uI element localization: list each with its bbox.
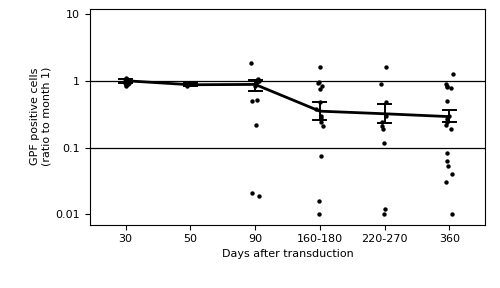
Point xyxy=(444,98,452,103)
Point xyxy=(442,82,450,87)
Point xyxy=(312,107,320,111)
Point xyxy=(315,79,323,84)
Point xyxy=(380,212,388,217)
Point xyxy=(183,82,191,87)
Point xyxy=(315,198,323,203)
Point xyxy=(382,100,390,104)
Point xyxy=(316,115,324,120)
Point xyxy=(122,79,130,83)
Point xyxy=(124,77,132,82)
Point xyxy=(254,79,262,84)
Point xyxy=(446,86,454,90)
Point xyxy=(316,100,324,104)
Point xyxy=(314,81,322,86)
Point xyxy=(382,113,390,118)
Point xyxy=(320,124,328,128)
Point xyxy=(124,82,132,86)
Point xyxy=(254,77,262,81)
Point xyxy=(254,78,262,83)
Point xyxy=(252,122,260,127)
Point xyxy=(120,81,128,86)
Point xyxy=(316,212,324,217)
Point xyxy=(443,84,451,88)
Point xyxy=(122,84,130,89)
Point xyxy=(318,84,326,89)
Point xyxy=(378,120,386,124)
Point xyxy=(122,78,130,83)
Point xyxy=(190,82,198,86)
Point xyxy=(442,120,450,124)
Point xyxy=(378,124,386,128)
Point xyxy=(379,127,387,131)
Point xyxy=(122,76,130,81)
Point xyxy=(316,65,324,69)
Point xyxy=(442,122,450,127)
X-axis label: Days after transduction: Days after transduction xyxy=(222,249,354,259)
Point xyxy=(254,97,262,102)
Point xyxy=(317,120,325,124)
Point xyxy=(183,84,191,88)
Point xyxy=(448,212,456,217)
Point xyxy=(442,151,450,156)
Point xyxy=(248,190,256,195)
Point xyxy=(446,127,454,131)
Point xyxy=(122,77,130,82)
Point xyxy=(317,113,325,118)
Point xyxy=(124,80,132,84)
Point xyxy=(316,87,324,91)
Point xyxy=(443,85,451,90)
Point xyxy=(248,60,256,65)
Point xyxy=(382,65,390,69)
Point xyxy=(443,159,451,164)
Point xyxy=(254,77,262,82)
Y-axis label: GPF positive cells
(ratio to month 1): GPF positive cells (ratio to month 1) xyxy=(30,67,52,166)
Point xyxy=(121,79,129,84)
Point xyxy=(444,164,452,169)
Point xyxy=(122,83,130,87)
Point xyxy=(448,172,456,176)
Point xyxy=(381,207,389,211)
Point xyxy=(445,113,453,118)
Point xyxy=(251,84,259,89)
Point xyxy=(121,78,129,83)
Point xyxy=(255,78,263,83)
Point xyxy=(125,81,133,85)
Point xyxy=(248,98,256,103)
Point xyxy=(449,71,457,76)
Point xyxy=(377,82,385,87)
Point xyxy=(318,154,326,158)
Point xyxy=(254,193,262,198)
Point xyxy=(442,180,450,185)
Point xyxy=(444,116,452,121)
Point xyxy=(380,141,388,146)
